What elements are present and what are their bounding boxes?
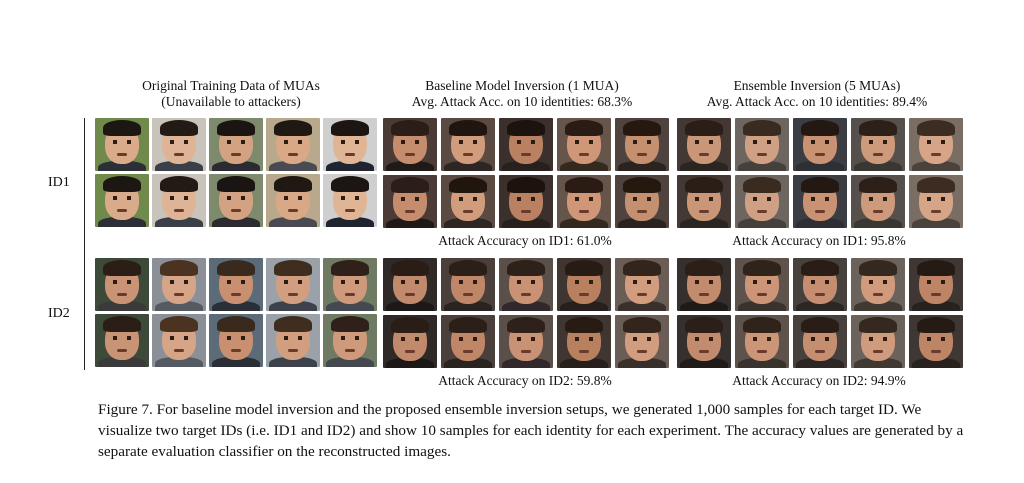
original-id2-face-image: [152, 258, 206, 311]
baseline-id2-face-image: [557, 258, 611, 311]
baseline-title-line1: Baseline Model Inversion (1 MUA): [425, 78, 619, 93]
ensemble-id2-face-image: [793, 315, 847, 368]
ensemble-id2-face-image: [677, 315, 731, 368]
baseline-id2-face-image: [441, 315, 495, 368]
ensemble-id1-accuracy: Attack Accuracy on ID1: 95.8%: [732, 233, 906, 248]
ensemble-id1-face-image: [851, 118, 905, 171]
original-id1-face-image: [95, 174, 149, 227]
ensemble-id1-face-image: [851, 175, 905, 228]
ensemble-id1-face-image: [793, 118, 847, 171]
baseline-id1-face-image: [615, 175, 669, 228]
original-id2-face-image: [266, 314, 320, 367]
baseline-id1-face-image: [383, 175, 437, 228]
original-id1-face-image: [209, 118, 263, 171]
original-id2-face-image: [323, 258, 377, 311]
baseline-id2-face-image: [615, 315, 669, 368]
original-id1-face-image: [323, 174, 377, 227]
original-id1-face-image: [95, 118, 149, 171]
baseline-column-title: Baseline Model Inversion (1 MUA) Avg. At…: [378, 78, 666, 110]
baseline-id2-image-grid: [383, 258, 669, 368]
baseline-id1-face-image: [557, 118, 611, 171]
original-id2-image-grid: [95, 258, 377, 367]
original-id1-image-grid: [95, 118, 377, 227]
baseline-id1-face-image: [441, 118, 495, 171]
ensemble-id1-image-grid: [677, 118, 963, 228]
ensemble-id2-face-image: [793, 258, 847, 311]
row-label-id1: ID1: [48, 175, 70, 190]
ensemble-id2-face-image: [735, 258, 789, 311]
original-id1-face-image: [266, 174, 320, 227]
ensemble-id1-face-image: [735, 118, 789, 171]
ensemble-id1-face-image: [735, 175, 789, 228]
baseline-id2-face-image: [383, 315, 437, 368]
row-divider-line: [84, 118, 85, 370]
baseline-id1-face-image: [383, 118, 437, 171]
baseline-id2-face-image: [499, 258, 553, 311]
baseline-id1-face-image: [499, 118, 553, 171]
ensemble-column-title: Ensemble Inversion (5 MUAs) Avg. Attack …: [672, 78, 962, 110]
ensemble-title-line1: Ensemble Inversion (5 MUAs): [733, 78, 901, 93]
original-id2-face-image: [266, 258, 320, 311]
row-label-id2: ID2: [48, 306, 70, 321]
ensemble-id1-face-image: [793, 175, 847, 228]
ensemble-id2-face-image: [735, 315, 789, 368]
ensemble-id1-face-image: [909, 175, 963, 228]
ensemble-id2-image-grid: [677, 258, 963, 368]
ensemble-id1-face-image: [677, 175, 731, 228]
original-id2-face-image: [209, 258, 263, 311]
baseline-id1-accuracy: Attack Accuracy on ID1: 61.0%: [438, 233, 612, 248]
original-id2-face-image: [209, 314, 263, 367]
original-id2-face-image: [152, 314, 206, 367]
baseline-id2-face-image: [499, 315, 553, 368]
ensemble-id2-face-image: [851, 315, 905, 368]
original-column-title: Original Training Data of MUAs (Unavaila…: [96, 78, 366, 110]
original-id1-face-image: [209, 174, 263, 227]
original-id1-face-image: [152, 174, 206, 227]
ensemble-id1-face-image: [677, 118, 731, 171]
baseline-title-line2: Avg. Attack Acc. on 10 identities: 68.3%: [411, 94, 633, 109]
ensemble-id2-face-image: [677, 258, 731, 311]
original-title-line1: Original Training Data of MUAs: [142, 78, 320, 93]
ensemble-id2-face-image: [909, 258, 963, 311]
baseline-id1-face-image: [441, 175, 495, 228]
baseline-id2-face-image: [383, 258, 437, 311]
baseline-id1-face-image: [557, 175, 611, 228]
ensemble-id2-face-image: [851, 258, 905, 311]
ensemble-id1-face-image: [909, 118, 963, 171]
ensemble-id2-accuracy: Attack Accuracy on ID2: 94.9%: [732, 373, 906, 388]
original-id2-face-image: [95, 314, 149, 367]
baseline-id2-face-image: [557, 315, 611, 368]
baseline-id1-image-grid: [383, 118, 669, 228]
baseline-id1-face-image: [499, 175, 553, 228]
original-id1-face-image: [323, 118, 377, 171]
figure-caption: Figure 7. For baseline model inversion a…: [98, 401, 964, 460]
original-id1-face-image: [266, 118, 320, 171]
baseline-id2-face-image: [615, 258, 669, 311]
baseline-id2-accuracy: Attack Accuracy on ID2: 59.8%: [438, 373, 612, 388]
original-id1-face-image: [152, 118, 206, 171]
original-id2-face-image: [323, 314, 377, 367]
ensemble-title-line2: Avg. Attack Acc. on 10 identities: 89.4%: [706, 94, 928, 109]
baseline-id2-face-image: [441, 258, 495, 311]
original-title-line2: (Unavailable to attackers): [161, 94, 301, 109]
baseline-id1-face-image: [615, 118, 669, 171]
original-id2-face-image: [95, 258, 149, 311]
ensemble-id2-face-image: [909, 315, 963, 368]
